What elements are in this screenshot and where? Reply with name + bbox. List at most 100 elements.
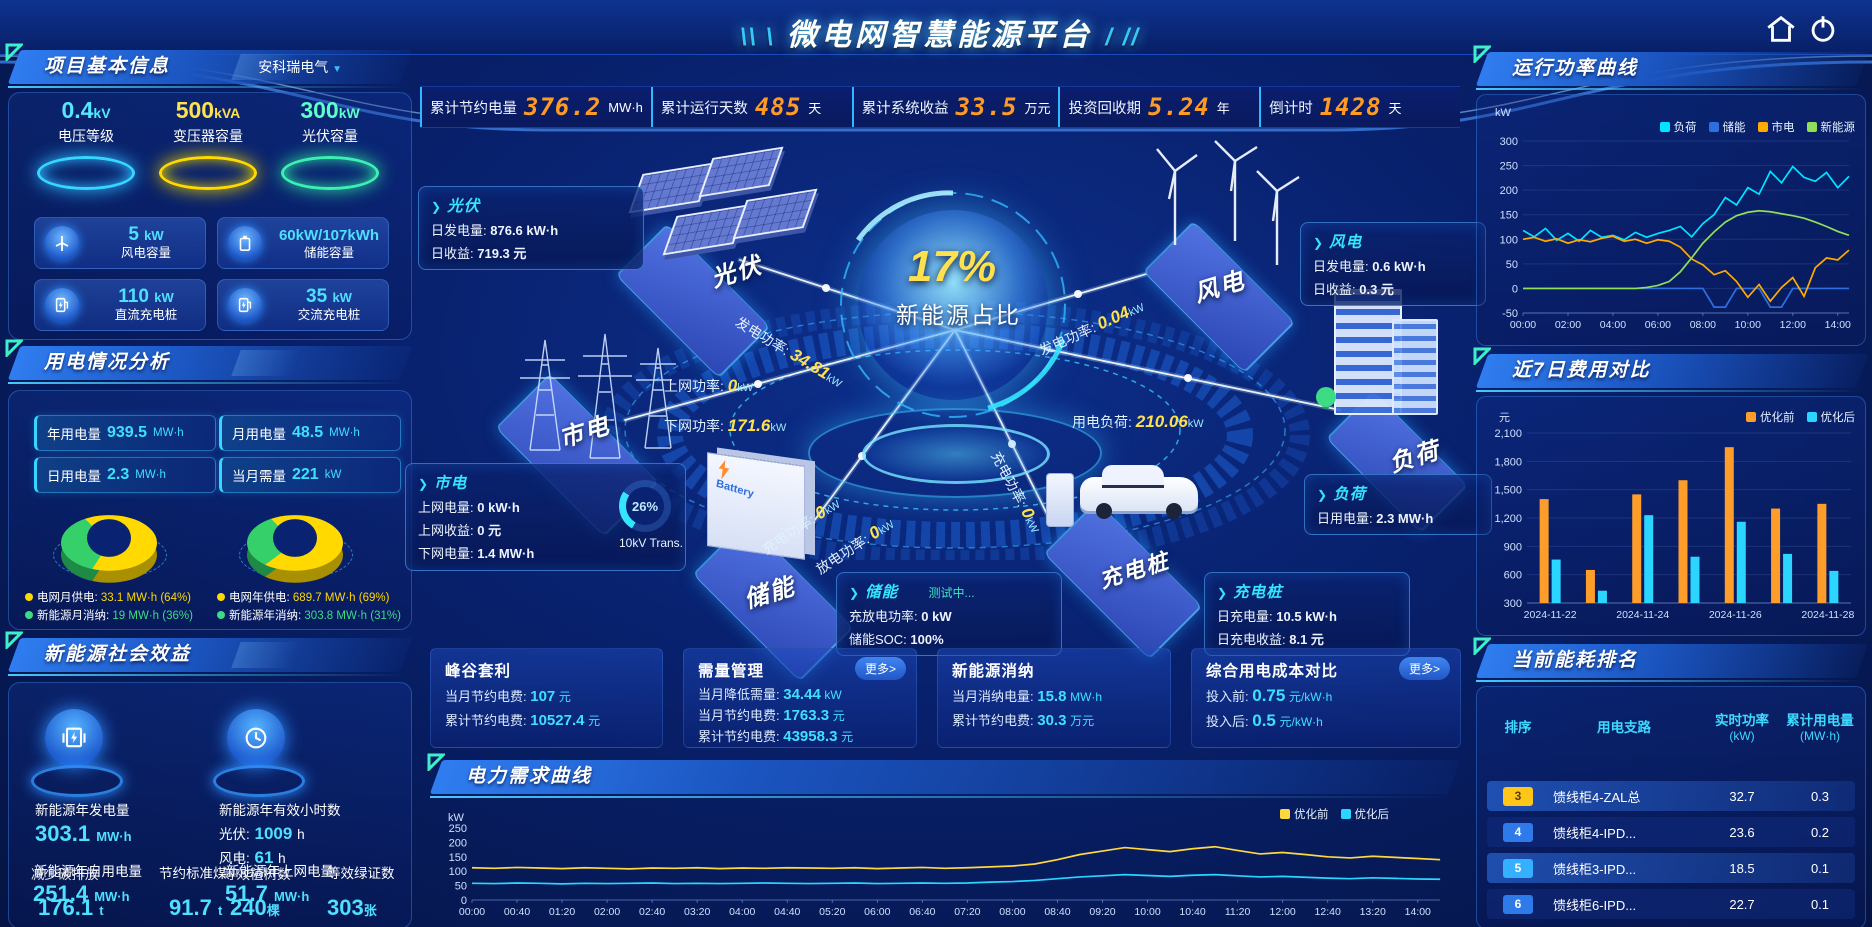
panel-title: 新能源社会效益 xyxy=(44,644,192,665)
panel-corner-icon xyxy=(427,753,445,771)
svg-text:300: 300 xyxy=(1504,598,1522,610)
panel-title: 近7日费用对比 xyxy=(1512,360,1651,381)
rank-badge: 3 xyxy=(1503,786,1533,806)
capacity-card-dc-charger: 110 kW 直流充电桩 xyxy=(34,279,206,331)
cost-more-button[interactable]: 更多> xyxy=(1398,657,1450,680)
capacity-card-storage: 60kW/107kWh 储能容量 xyxy=(217,217,389,269)
home-icon[interactable] xyxy=(1764,12,1798,46)
demand-more-button[interactable]: 更多> xyxy=(854,657,906,680)
project-selector-value: 安科瑞电气 xyxy=(258,59,329,75)
svg-text:04:00: 04:00 xyxy=(1600,319,1626,331)
header-band xyxy=(0,0,1872,55)
legend-item: 负荷 xyxy=(1659,119,1697,135)
solar-panel-icon xyxy=(698,146,784,198)
legend-item: 优化前 xyxy=(1746,409,1795,425)
ev-car-icon xyxy=(1080,465,1198,519)
export-label: 新能源年上网电量 xyxy=(226,864,334,879)
kpi-countdown: 倒计时 1428 天 xyxy=(1259,87,1460,127)
project-selector[interactable]: 安科瑞电气 ▼ xyxy=(258,57,342,77)
svg-text:00:00: 00:00 xyxy=(1510,319,1536,331)
svg-text:2024-11-28: 2024-11-28 xyxy=(1801,609,1854,621)
pedestal-label: 电压等级 xyxy=(58,128,114,144)
legend-new-year: 新能源年消纳: 303.8 MW·h (31%) xyxy=(217,607,401,623)
trees-label: 等效植树数 xyxy=(223,867,291,882)
svg-text:250: 250 xyxy=(449,823,467,835)
svg-text:2024-11-24: 2024-11-24 xyxy=(1616,609,1669,621)
pedestal-ring xyxy=(281,156,379,190)
cost-ylabel: 元 xyxy=(1499,412,1510,424)
panel-header-demand-curve: 电力需求曲线 xyxy=(427,753,1461,798)
cost-compare-body: 元 优化前 优化后 2,100 1,800 1,500 1,200 900 600 300 20… xyxy=(1476,396,1866,636)
power-legend: 负荷 储能 市电 新能源 xyxy=(1659,119,1855,135)
svg-text:0: 0 xyxy=(461,895,467,907)
svg-text:02:40: 02:40 xyxy=(639,906,665,918)
svg-text:12:00: 12:00 xyxy=(1270,906,1296,918)
power-ylabel: kW xyxy=(1495,107,1511,119)
chevron-down-icon: ▼ xyxy=(332,64,342,75)
battery-icon xyxy=(228,226,262,260)
caret-right-icon: ❯ xyxy=(431,200,442,214)
svg-text:00:40: 00:40 xyxy=(504,906,530,918)
svg-text:2,100: 2,100 xyxy=(1494,428,1522,440)
capacity-card-label: 风电容量 xyxy=(120,246,171,260)
tree-icon xyxy=(1316,387,1336,407)
node-storage: Battery 储能 xyxy=(655,445,905,682)
svg-text:12:40: 12:40 xyxy=(1315,906,1341,918)
caret-right-icon: ❯ xyxy=(1313,236,1324,250)
kpi-unit: 万元 xyxy=(1024,100,1051,116)
panel-title: 当前能耗排名 xyxy=(1512,650,1639,671)
panel-new-energy-consume: 新能源消纳 当月消纳电量: 15.8 MW·h 累计节约电费: 30.3 万元 xyxy=(937,648,1171,748)
svg-text:150: 150 xyxy=(449,852,467,864)
power-icon[interactable] xyxy=(1806,12,1840,46)
caret-right-icon: ❯ xyxy=(1217,586,1228,600)
legend-grid-year: 电网年供电: 689.7 MW·h (69%) xyxy=(217,589,389,605)
energy-panel-icon xyxy=(45,709,103,767)
info-box-pv: ❯ 光伏 日发电量: 876.6 kW·h 日收益: 719.3 元 xyxy=(418,186,644,270)
usage-stat-day: 日用电量 2.3 MW·h xyxy=(34,457,216,493)
pedestal-pv-capacity: 300kW 光伏容量 xyxy=(275,97,385,190)
ranking-body: 排序 用电支路 实时功率 (kW) 累计用电量 (MW·h) 3 馈线柜4-ZAL总… xyxy=(1476,686,1866,927)
col-branch: 用电支路 xyxy=(1597,720,1651,735)
co2-label: 减少碳排放 xyxy=(31,867,99,882)
svg-text:13:20: 13:20 xyxy=(1360,906,1386,918)
panel-peak-valley: 峰谷套利 当月节约电费: 107 元 累计节约电费: 10527.4 元 xyxy=(430,648,663,748)
kpi-income: 累计系统收益 33.5 万元 xyxy=(851,87,1059,127)
svg-text:02:00: 02:00 xyxy=(594,906,620,918)
transformer-label: 10kV Trans. xyxy=(618,536,683,550)
svg-text:200: 200 xyxy=(449,837,467,849)
sphere-platform-inner xyxy=(862,424,1050,484)
demand-legend: 优化前 优化后 xyxy=(1280,806,1389,822)
svg-text:08:40: 08:40 xyxy=(1044,906,1070,918)
ranking-header-row: 排序 用电支路 实时功率 (kW) 累计用电量 (MW·h) xyxy=(1487,709,1855,743)
kpi-unit: MW·h xyxy=(608,99,643,115)
legend-new-month: 新能源月消纳: 19 MW·h (36%) xyxy=(25,607,193,623)
page-title: \\ \ 微电网智慧能源平台 / // xyxy=(660,10,1220,54)
caret-right-icon: ❯ xyxy=(849,586,860,600)
charging-post-icon xyxy=(1046,473,1074,527)
new-energy-percent-label: 新能源占比 xyxy=(896,302,1021,328)
info-box-storage: ❯ 储能 测试中... 充放电功率: 0 kW 储能SOC: 100% xyxy=(836,572,1062,656)
capacity-card-label: 储能容量 xyxy=(303,245,354,260)
device-ring xyxy=(31,765,123,797)
svg-text:00:00: 00:00 xyxy=(459,906,485,918)
table-row: 4 馈线柜4-IPD... 23.6 0.2 xyxy=(1487,817,1855,847)
title-deco-right: / // xyxy=(1105,24,1141,51)
kpi-label: 投资回收期 xyxy=(1068,100,1141,117)
svg-text:10:40: 10:40 xyxy=(1179,906,1205,918)
svg-text:10:00: 10:00 xyxy=(1735,319,1761,331)
panel-title: 电力需求曲线 xyxy=(466,766,593,787)
svg-text:50: 50 xyxy=(455,881,467,893)
pedestal-label: 变压器容量 xyxy=(173,128,243,144)
svg-text:14:00: 14:00 xyxy=(1405,906,1431,918)
green-cert-label: 等效绿证数 xyxy=(327,866,395,881)
kpi-saved-energy: 累计节约电量 376.2 MW·h xyxy=(420,87,651,127)
new-energy-percent: 17% xyxy=(908,242,997,291)
svg-text:04:40: 04:40 xyxy=(774,906,800,918)
caret-right-icon: ❯ xyxy=(1317,488,1328,502)
svg-text:08:00: 08:00 xyxy=(999,906,1025,918)
usage-stat-year: 年用电量 939.5 MW·h xyxy=(34,415,216,451)
power-towers-icon xyxy=(520,333,676,459)
panel-title: 运行功率曲线 xyxy=(1512,58,1639,79)
pedestal-voltage: 0.4kV 电压等级 xyxy=(31,97,141,190)
